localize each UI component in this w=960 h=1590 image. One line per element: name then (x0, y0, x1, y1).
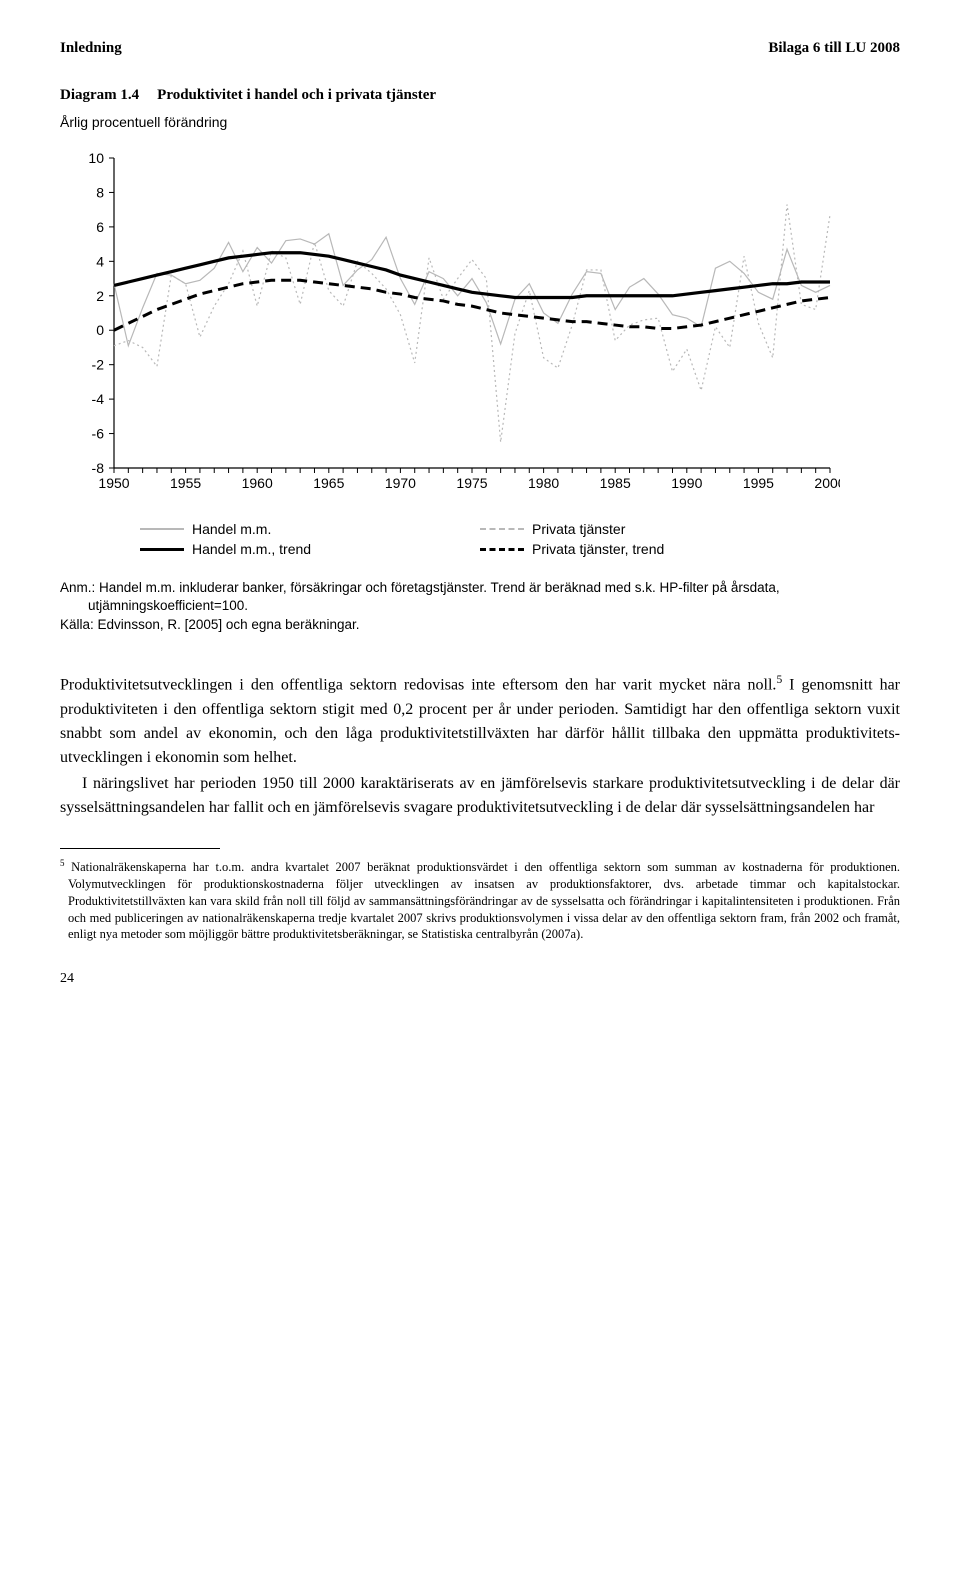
legend-item: Handel m.m. (140, 521, 480, 537)
svg-text:1970: 1970 (385, 475, 416, 491)
diagram-number: Diagram 1.4 (60, 87, 139, 104)
svg-text:8: 8 (96, 184, 104, 200)
footnote-text: Nationalräkenskaperna har t.o.m. andra k… (65, 860, 901, 942)
line-chart: -8 -6 -4 -2 0 2 4 6 8 10 1950 1955 1960 1965 1970 1975 1… (60, 148, 840, 513)
svg-text:1955: 1955 (170, 475, 201, 491)
page-header: Inledning Bilaga 6 till LU 2008 (60, 40, 900, 57)
footnote-5: 5 Nationalräkenskaperna har t.o.m. andra… (60, 857, 900, 944)
chart-note: Anm.: Handel m.m. inkluderar banker, för… (60, 579, 900, 615)
legend-item: Privata tjänster (480, 521, 820, 537)
legend-item: Privata tjänster, trend (480, 541, 820, 557)
svg-text:-2: -2 (92, 357, 105, 373)
anm-text: Handel m.m. inkluderar banker, försäkrin… (88, 580, 780, 613)
svg-text:6: 6 (96, 219, 104, 235)
legend-swatch (480, 528, 524, 530)
legend-label: Handel m.m. (192, 521, 271, 537)
svg-text:2000: 2000 (814, 475, 840, 491)
legend-swatch (140, 528, 184, 530)
svg-text:4: 4 (96, 253, 104, 269)
svg-text:0: 0 (96, 322, 104, 338)
svg-text:10: 10 (88, 150, 104, 166)
svg-text:-4: -4 (92, 391, 105, 407)
svg-text:-6: -6 (92, 426, 105, 442)
svg-text:1960: 1960 (242, 475, 273, 491)
svg-text:1985: 1985 (600, 475, 631, 491)
legend-label: Privata tjänster (532, 521, 625, 537)
svg-text:1980: 1980 (528, 475, 559, 491)
diagram-subtitle: Årlig procentuell förändring (60, 114, 900, 130)
legend-label: Handel m.m., trend (192, 541, 311, 557)
kalla-text: Edvinsson, R. [2005] och egna beräkninga… (98, 617, 360, 632)
svg-text:1975: 1975 (456, 475, 487, 491)
svg-text:1990: 1990 (671, 475, 702, 491)
header-right: Bilaga 6 till LU 2008 (768, 40, 900, 57)
svg-text:2: 2 (96, 288, 104, 304)
chart-svg: -8 -6 -4 -2 0 2 4 6 8 10 1950 1955 1960 1965 1970 1975 1… (60, 148, 840, 508)
legend-label: Privata tjänster, trend (532, 541, 664, 557)
header-left: Inledning (60, 40, 122, 57)
p1a: Produktivitetsutvecklingen i den offentl… (60, 677, 776, 694)
svg-text:-8: -8 (92, 460, 105, 476)
legend-swatch (480, 548, 524, 551)
svg-text:1965: 1965 (313, 475, 344, 491)
page-number: 24 (60, 971, 900, 987)
chart-legend: Handel m.m. Privata tjänster Handel m.m., … (140, 521, 900, 561)
legend-swatch (140, 548, 184, 551)
body-paragraph-2: I näringslivet har perioden 1950 till 20… (60, 772, 900, 820)
chart-source: Källa: Edvinsson, R. [2005] och egna ber… (60, 617, 900, 632)
footnote-rule (60, 848, 220, 849)
svg-text:1950: 1950 (98, 475, 129, 491)
body-paragraph-1: Produktivitetsutvecklingen i den offentl… (60, 672, 900, 769)
diagram-title-text: Produktivitet i handel och i privata tjä… (157, 87, 436, 104)
legend-item: Handel m.m., trend (140, 541, 480, 557)
anm-label: Anm.: (60, 580, 95, 595)
diagram-title: Diagram 1.4 Produktivitet i handel och i… (60, 87, 900, 104)
svg-text:1995: 1995 (743, 475, 774, 491)
kalla-label: Källa: (60, 617, 94, 632)
